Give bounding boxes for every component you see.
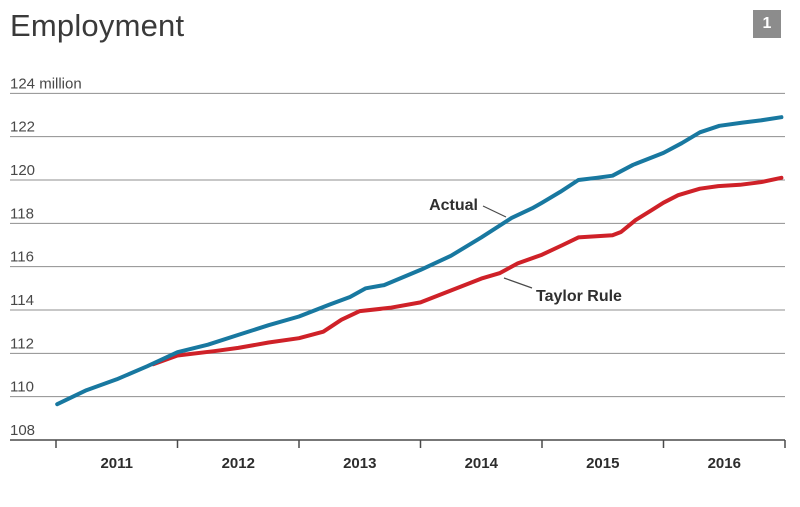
y-axis-label: 120 [10,162,35,179]
figure-number-badge: 1 [753,10,781,38]
annotation-label-actual: Actual [429,197,478,214]
annotation-leader-taylor-rule [503,277,533,289]
y-axis-label: 114 [10,292,34,309]
x-axis-label: 2011 [100,455,133,472]
series-line-taylor-rule [151,175,784,367]
x-axis-label: 2014 [465,455,499,472]
page-title: Employment [10,8,185,43]
series-line-actual [55,115,784,407]
y-axis-label: 122 [10,119,35,136]
figure-header: Employment 1 [0,0,800,60]
annotation-label-taylor-rule: Taylor Rule [536,288,622,305]
x-axis-label: 2012 [222,455,255,472]
y-axis-label: 110 [10,379,34,396]
annotation-leader-actual [482,205,507,218]
y-axis-label: 112 [10,335,34,352]
x-axis-label: 2015 [586,455,619,472]
x-axis-label: 2013 [343,455,376,472]
y-axis-label: 116 [10,249,34,266]
y-axis-label: 124 million [10,75,82,92]
y-axis-label: 108 [10,422,35,439]
x-axis-label: 2016 [708,455,741,472]
y-axis-label: 118 [10,205,34,222]
